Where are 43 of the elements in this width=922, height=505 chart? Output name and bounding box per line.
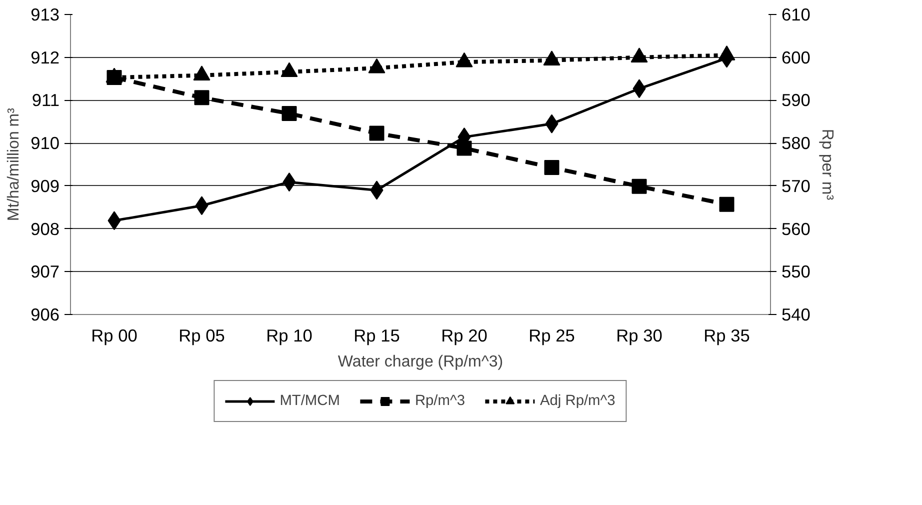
y2-tick-label: 610 — [782, 4, 810, 24]
x-tick-label: Rp 10 — [266, 326, 312, 346]
y-tick-label: 909 — [30, 176, 60, 196]
y2-tick-label: 600 — [782, 47, 810, 68]
x-tick-label: Rp 15 — [354, 326, 400, 346]
point — [718, 45, 736, 60]
point — [456, 140, 472, 156]
y-tick-label: 912 — [30, 47, 60, 68]
legend-label: MT/MCM — [280, 393, 340, 409]
x-tick-label: Rp 20 — [441, 326, 488, 346]
x-tick-label: Rp 05 — [178, 326, 225, 346]
point — [280, 62, 298, 78]
y2-tick-label: 590 — [782, 90, 810, 110]
point — [630, 48, 648, 62]
legend-label: Adj Rp/m^3 — [540, 393, 616, 409]
point — [456, 52, 473, 68]
point — [369, 126, 384, 141]
point — [282, 106, 297, 121]
point — [719, 196, 734, 212]
x-tick-label: Rp 25 — [528, 326, 575, 346]
legend-label: Rp/m^3 — [414, 393, 465, 409]
point — [632, 178, 647, 194]
x-axis-title: Water charge (Rp/m^3) — [338, 354, 504, 370]
y2-tick-label: 560 — [782, 218, 810, 239]
point — [368, 58, 386, 74]
y2-axis-title: Rp per m³ — [818, 128, 836, 201]
point — [193, 66, 210, 80]
y2-tick-label: 550 — [782, 262, 810, 282]
y-tick-label: 911 — [32, 90, 60, 110]
point — [544, 160, 560, 175]
y2-tick-label: 540 — [782, 304, 810, 324]
y-tick-label: 913 — [30, 4, 60, 24]
x-tick-label: Rp 35 — [704, 326, 750, 346]
y2-tick-label: 570 — [782, 176, 810, 196]
point — [543, 50, 560, 66]
y-tick-label: 907 — [30, 262, 60, 282]
y2-tick-label: 580 — [782, 133, 810, 154]
y-axis-title: Mt/ha/million m³ — [6, 107, 23, 221]
x-tick-label: Rp 30 — [616, 326, 662, 346]
y-tick-label: 910 — [30, 133, 60, 154]
y-tick-label: 906 — [30, 304, 60, 324]
x-tick-label: Rp 00 — [91, 326, 138, 346]
y-tick-label: 908 — [30, 218, 60, 239]
